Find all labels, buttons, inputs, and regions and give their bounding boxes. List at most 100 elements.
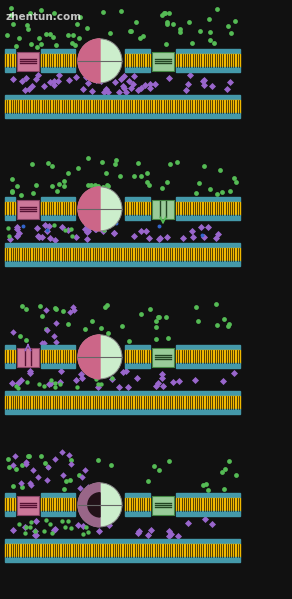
Point [123, 87, 128, 97]
Bar [5, 364, 15, 368]
Point [15, 378, 20, 388]
Point [199, 222, 203, 232]
Point [55, 77, 60, 86]
Point [96, 516, 101, 526]
Point [86, 78, 90, 88]
Point [69, 38, 74, 48]
Point [96, 181, 100, 190]
Wedge shape [78, 39, 100, 83]
Point [73, 376, 78, 385]
Point [7, 235, 12, 244]
Bar [5, 67, 15, 72]
Bar [152, 348, 174, 367]
Point [203, 479, 208, 489]
Bar [5, 99, 240, 113]
Point [101, 40, 106, 49]
Point [197, 179, 201, 188]
Point [62, 226, 67, 235]
Point [84, 23, 89, 33]
Point [120, 81, 125, 91]
Point [72, 305, 76, 314]
Point [147, 234, 151, 243]
Point [206, 485, 211, 494]
Point [117, 171, 122, 181]
Point [145, 169, 149, 179]
Point [42, 381, 47, 391]
Point [100, 158, 104, 167]
Point [202, 232, 207, 241]
Point [217, 165, 222, 175]
Bar [5, 395, 240, 409]
Bar [5, 261, 240, 265]
Point [10, 174, 15, 184]
Point [199, 231, 204, 240]
Point [83, 465, 87, 474]
Point [96, 455, 100, 464]
Point [26, 25, 31, 34]
Bar [176, 49, 240, 55]
Bar [176, 364, 240, 368]
Point [141, 31, 145, 41]
Point [102, 87, 107, 97]
Point [113, 77, 117, 87]
Bar [17, 496, 39, 515]
Point [72, 40, 77, 49]
Point [117, 382, 121, 392]
Point [59, 516, 64, 526]
Point [80, 374, 85, 383]
Point [89, 316, 94, 326]
Point [215, 229, 220, 239]
Point [166, 8, 171, 18]
Point [48, 29, 52, 39]
Point [81, 529, 86, 539]
Point [71, 31, 76, 40]
Point [213, 234, 218, 243]
Point [62, 176, 66, 185]
Point [74, 20, 79, 29]
Point [20, 482, 24, 491]
Bar [176, 346, 240, 350]
Point [39, 311, 44, 321]
Point [227, 77, 232, 87]
Point [48, 519, 52, 528]
Point [156, 378, 161, 388]
Point [36, 71, 40, 80]
Point [81, 522, 86, 531]
Bar [41, 55, 75, 67]
Point [34, 180, 39, 189]
Point [93, 180, 97, 189]
Point [77, 470, 81, 480]
Point [55, 186, 60, 196]
Point [98, 76, 103, 86]
Point [208, 184, 212, 193]
Bar [17, 200, 39, 219]
Bar [176, 498, 240, 512]
Point [201, 480, 205, 490]
Point [109, 374, 114, 384]
Point [33, 531, 38, 540]
Point [26, 452, 31, 461]
Point [52, 80, 57, 90]
Point [148, 304, 153, 314]
Point [61, 181, 66, 191]
Point [42, 81, 47, 91]
Point [90, 516, 95, 525]
Point [69, 523, 74, 533]
Bar [41, 49, 75, 55]
Bar [125, 498, 150, 512]
Point [30, 189, 35, 198]
Point [110, 373, 114, 383]
Point [5, 223, 10, 232]
Point [105, 87, 110, 97]
Bar [41, 202, 75, 216]
Point [190, 38, 194, 47]
Point [53, 304, 57, 313]
Point [234, 177, 239, 187]
Point [19, 190, 24, 199]
Point [53, 337, 58, 347]
Point [109, 460, 113, 470]
Point [46, 462, 51, 471]
Point [102, 225, 107, 235]
Point [113, 156, 118, 165]
Point [19, 375, 23, 385]
